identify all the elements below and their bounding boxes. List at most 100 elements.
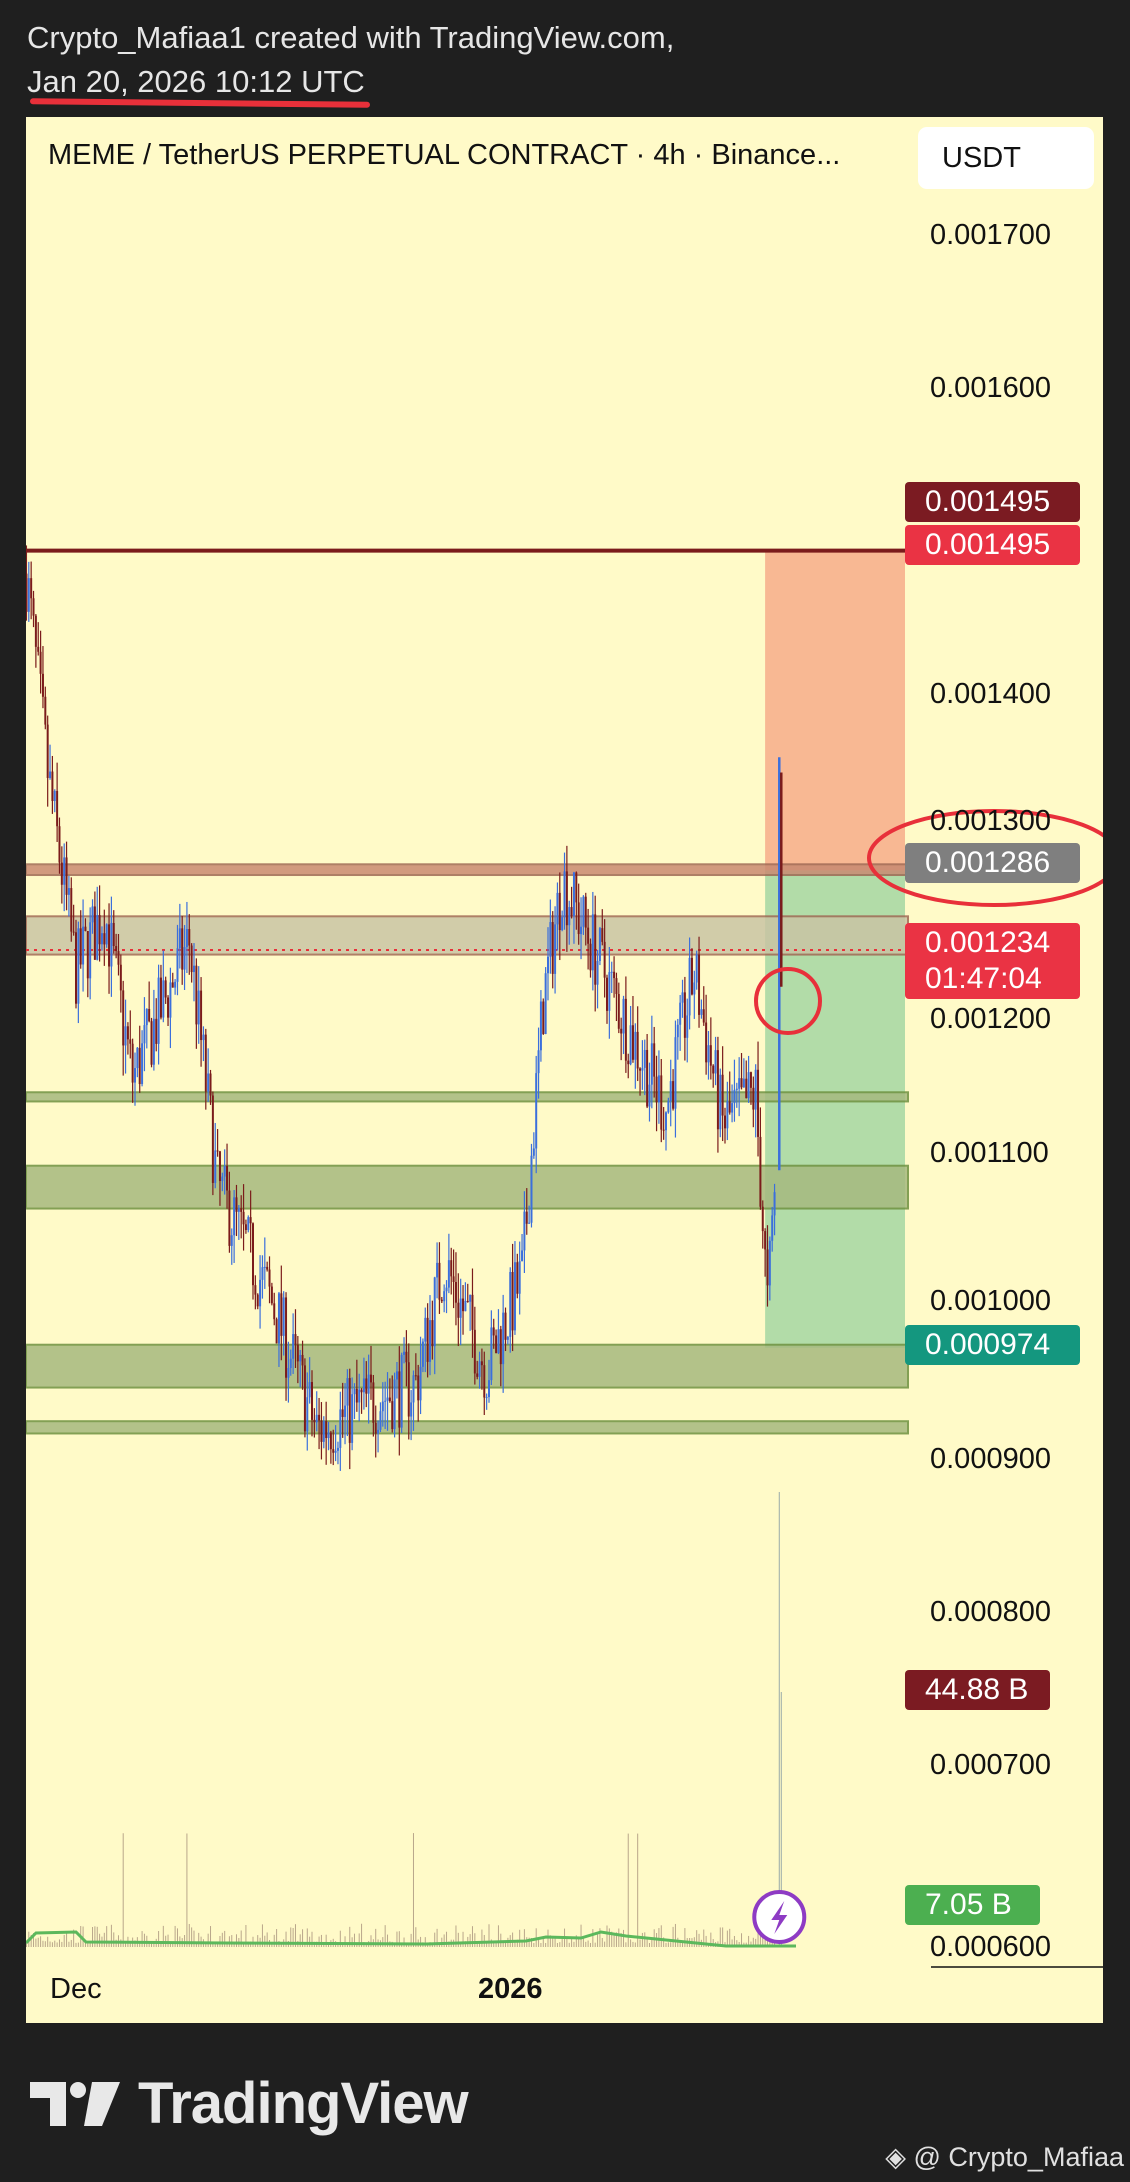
candle-body [237, 1208, 240, 1212]
candle-body [119, 964, 122, 991]
candle-body [37, 646, 40, 652]
candle-body [275, 1319, 278, 1344]
candle-body [228, 1190, 231, 1246]
candle-body [601, 928, 604, 942]
last-price: 0.001234 [925, 926, 1051, 959]
candle-body [70, 888, 73, 932]
candle-body [200, 990, 203, 1041]
candle-body [30, 578, 33, 599]
chart-canvas[interactable] [26, 117, 1103, 2023]
candle-body [716, 1050, 719, 1130]
candle-body [164, 980, 167, 998]
candle-body [450, 1260, 453, 1277]
candle-body [115, 946, 118, 952]
candle-body [513, 1262, 516, 1331]
candle-body [712, 1065, 715, 1074]
candle-body [65, 857, 68, 895]
candle-body [478, 1361, 481, 1377]
candle-body [374, 1422, 377, 1434]
candle-body [122, 990, 125, 1046]
candle-body [79, 928, 82, 965]
candle-body [197, 990, 200, 1025]
candle-body [421, 1341, 424, 1367]
candle-body [167, 997, 170, 1018]
candle-body [233, 1197, 236, 1236]
candle-body [339, 1409, 342, 1448]
y-tick-label: 0.001100 [930, 1137, 1049, 1169]
candle-body [193, 965, 195, 973]
candle-body [230, 1235, 233, 1246]
y-tick-label: 0.001700 [930, 219, 1051, 251]
candle-body [700, 1009, 703, 1015]
candle-body [502, 1312, 505, 1365]
volume-moving-average [26, 1930, 796, 1948]
candle-body [511, 1271, 514, 1331]
tradingview-logo: TradingView [30, 2070, 469, 2137]
candle-body [169, 982, 172, 1018]
candle-body [641, 1067, 644, 1071]
candle-body [606, 977, 608, 1011]
candle-body [426, 1317, 429, 1362]
candle-body [311, 1382, 313, 1420]
candle-body [672, 1081, 675, 1109]
candle-body [181, 928, 184, 970]
candle-body [226, 1166, 229, 1191]
entry-price-tag: 0.001286 [905, 843, 1080, 883]
candle-body [603, 941, 606, 978]
candle-body [287, 1367, 290, 1378]
candle-body [398, 1371, 401, 1428]
candle-body [273, 1303, 276, 1320]
author-line: Crypto_Mafiaa1 created with TradingView.… [27, 20, 675, 55]
candle-body [117, 951, 120, 965]
candle-body [110, 922, 113, 967]
candle-body [89, 922, 92, 979]
candle-body [313, 1419, 316, 1423]
candle-body [452, 1276, 455, 1283]
candle-body [136, 1047, 139, 1069]
stop-loss-zone [765, 550, 905, 871]
candle-body [485, 1397, 488, 1399]
candle-body [259, 1279, 262, 1307]
candle-body [216, 1150, 219, 1152]
symbol-title[interactable]: MEME / TetherUS PERPETUAL CONTRACT · 4h … [48, 139, 841, 171]
candle-body [471, 1294, 474, 1330]
candle-body [334, 1450, 337, 1453]
candle-body [44, 696, 47, 725]
candle-body [108, 924, 111, 967]
candle-body [360, 1389, 363, 1393]
candle-body [178, 928, 181, 949]
horizontal-zone [26, 863, 909, 877]
candle-body [379, 1411, 382, 1430]
lightning-icon-glyph [771, 1901, 788, 1934]
candle-body [134, 1068, 136, 1083]
candle-body [294, 1334, 297, 1345]
candle-body [280, 1293, 283, 1336]
candle-body [26, 573, 28, 612]
currency-button[interactable]: USDT [918, 127, 1094, 189]
candle-body [414, 1375, 417, 1377]
candle-body [577, 902, 580, 935]
candle-body [608, 972, 611, 1011]
candle-body [386, 1397, 389, 1401]
candle-body [476, 1373, 479, 1377]
candle-body [589, 943, 592, 971]
candle-body [669, 1081, 672, 1101]
candle-body [214, 1150, 217, 1183]
candle-body [329, 1432, 332, 1450]
candle-body [254, 1285, 257, 1295]
candle-body [351, 1394, 354, 1443]
candle-body [454, 1282, 457, 1303]
candle-body [320, 1420, 323, 1442]
candle-body [218, 1151, 221, 1182]
candle-body [159, 977, 162, 1018]
candle-body [325, 1421, 328, 1439]
candle-body [516, 1262, 519, 1294]
chart-panel[interactable]: MEME / TetherUS PERPETUAL CONTRACT · 4h … [26, 117, 1103, 2023]
candle-body [282, 1297, 285, 1336]
candle-body [521, 1250, 524, 1262]
candle-body [530, 1155, 533, 1223]
candle-body [587, 927, 590, 944]
candle-body [60, 862, 63, 885]
candle-body [148, 1008, 151, 1022]
candle-body [735, 1088, 738, 1090]
